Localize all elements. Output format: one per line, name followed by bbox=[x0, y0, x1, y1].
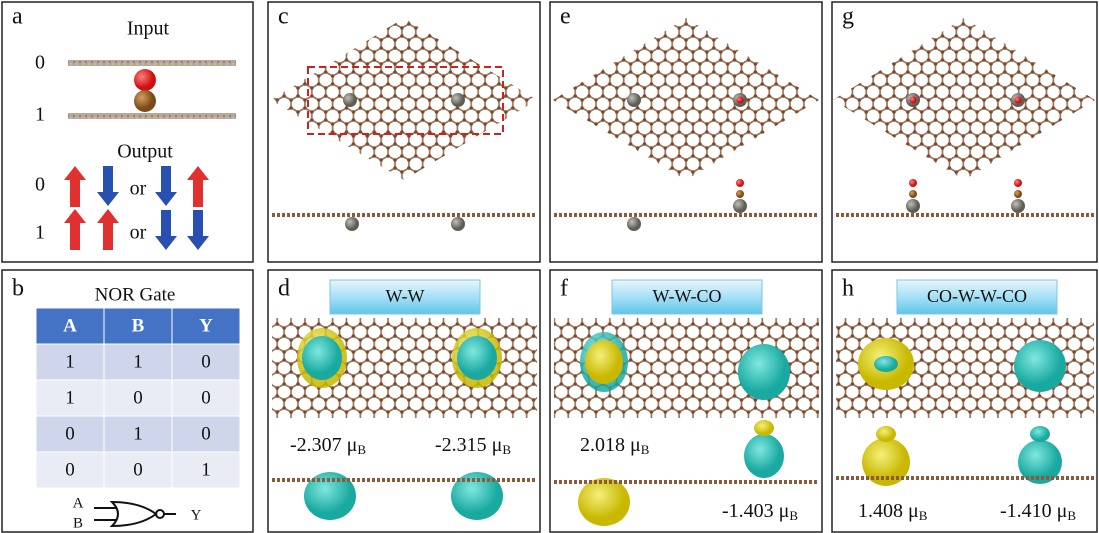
table-cell-text: 0 bbox=[65, 423, 75, 444]
magnetic-moment: -1.403 μB bbox=[722, 500, 798, 523]
magnetic-moment: -2.307 μB bbox=[290, 434, 366, 457]
structure-tag-text: CO-W-W-CO bbox=[927, 286, 1027, 306]
co-molecule bbox=[737, 97, 744, 104]
w-atom bbox=[451, 93, 465, 107]
oxygen-atom bbox=[1014, 179, 1022, 187]
table-cell-text: 0 bbox=[201, 351, 211, 372]
magnetic-moment: 2.018 μB bbox=[580, 434, 650, 457]
carbon-atom bbox=[736, 190, 744, 198]
table-cell-text: 1 bbox=[201, 459, 211, 480]
co-molecule bbox=[910, 97, 917, 104]
state-label: 1 bbox=[35, 104, 45, 126]
carbon-atom bbox=[909, 190, 917, 198]
panel-a: a Input 0 1 Output 0 1 or or bbox=[2, 2, 253, 262]
panel-label: g bbox=[842, 4, 854, 30]
panel-label: f bbox=[560, 276, 568, 302]
w-atom bbox=[1011, 199, 1025, 213]
gate-output: Y bbox=[191, 507, 202, 523]
graphene-top bbox=[832, 15, 1097, 185]
electrode bbox=[68, 60, 236, 66]
panel-e: e bbox=[550, 2, 822, 262]
table-cell-text: 0 bbox=[201, 423, 211, 444]
table-header-text: A bbox=[63, 315, 77, 336]
figure: a Input 0 1 Output 0 1 or or b NOR Gate … bbox=[0, 0, 1099, 533]
output-title: Output bbox=[117, 141, 173, 163]
magnetic-moment: 1.408 μB bbox=[858, 500, 928, 523]
panel-label: a bbox=[12, 4, 23, 30]
w-atom bbox=[627, 217, 641, 231]
w-atom bbox=[906, 199, 920, 213]
panel-f: f W-W-CO 2.018 μB -1.403 μB bbox=[550, 270, 822, 532]
panel-label: h bbox=[842, 276, 854, 302]
structure-tag-text: W-W bbox=[386, 286, 425, 306]
state-label: 1 bbox=[35, 222, 45, 244]
nor-gate bbox=[94, 502, 176, 526]
panel-c: c bbox=[268, 2, 540, 262]
table-cell-text: 1 bbox=[65, 351, 75, 372]
table-cell-text: 0 bbox=[133, 459, 143, 480]
structure-tag-text: W-W-CO bbox=[653, 286, 722, 306]
table-cell-text: 0 bbox=[201, 387, 211, 408]
panel-label: c bbox=[278, 4, 289, 30]
or-label: or bbox=[130, 222, 147, 244]
state-label: 0 bbox=[35, 52, 45, 74]
oxygen-atom bbox=[909, 179, 917, 187]
panel-g: g bbox=[832, 2, 1097, 262]
table-cell-text: 1 bbox=[65, 387, 75, 408]
table-cell-text: 0 bbox=[65, 459, 75, 480]
or-label: or bbox=[130, 178, 147, 200]
oxygen-atom bbox=[134, 69, 156, 91]
table-title: NOR Gate bbox=[95, 284, 176, 305]
input-title: Input bbox=[127, 18, 170, 40]
table-header-text: Y bbox=[199, 315, 213, 336]
co-molecule bbox=[1015, 97, 1022, 104]
w-atom bbox=[733, 199, 747, 213]
table-cell-text: 1 bbox=[133, 423, 143, 444]
panel-label: e bbox=[560, 4, 571, 30]
w-atom bbox=[451, 217, 465, 231]
carbon-atom bbox=[134, 90, 156, 112]
gate-input: B bbox=[73, 515, 83, 531]
magnetic-moment: -2.315 μB bbox=[435, 434, 511, 457]
graphene-top bbox=[550, 15, 822, 185]
panel-label: b bbox=[12, 276, 24, 302]
table-cell-text: 1 bbox=[133, 351, 143, 372]
w-atom bbox=[345, 217, 359, 231]
table-cell-text: 0 bbox=[133, 387, 143, 408]
magnetic-moment: -1.410 μB bbox=[1000, 500, 1076, 523]
carbon-atom bbox=[1014, 190, 1022, 198]
panel-h: h CO-W-W-CO 1.408 μB -1.410 μB bbox=[832, 270, 1097, 532]
w-atom bbox=[343, 93, 357, 107]
w-atom bbox=[627, 93, 641, 107]
panel-d: d W-W -2.307 μB -2.315 μB bbox=[268, 270, 540, 532]
oxygen-atom bbox=[736, 179, 744, 187]
table-header-text: B bbox=[132, 315, 145, 336]
electrode bbox=[68, 113, 236, 119]
state-label: 0 bbox=[35, 174, 45, 196]
gate-input: A bbox=[73, 495, 84, 511]
panel-label: d bbox=[278, 276, 290, 302]
